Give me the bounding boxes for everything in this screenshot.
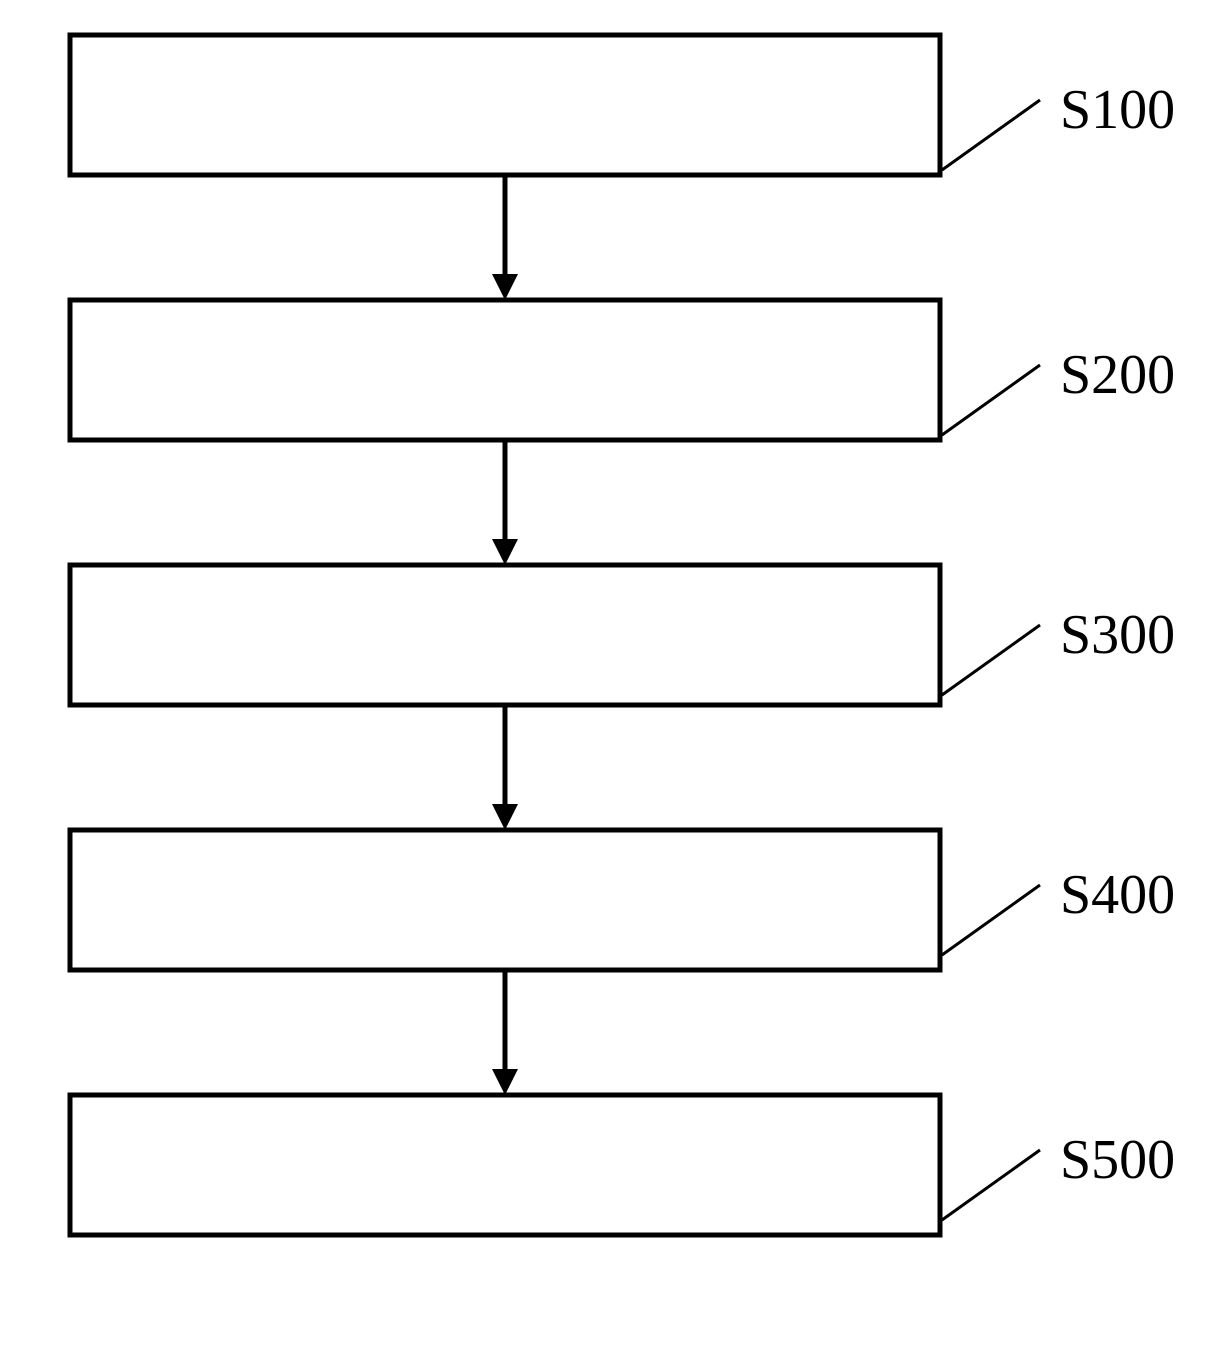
flow-arrow-head <box>492 539 518 565</box>
step-label: S300 <box>1060 604 1175 666</box>
flow-arrow-head <box>492 274 518 300</box>
flow-step-box <box>70 565 940 705</box>
flow-step-box <box>70 35 940 175</box>
flow-arrow-head <box>492 804 518 830</box>
step-label: S500 <box>1060 1129 1175 1191</box>
label-leader-line <box>942 100 1040 170</box>
step-label: S400 <box>1060 864 1175 926</box>
flow-step-box <box>70 830 940 970</box>
flow-arrow-head <box>492 1069 518 1095</box>
label-leader-line <box>942 1150 1040 1220</box>
flowchart-diagram: S100 S200 S300 S400 S500 <box>0 0 1231 1352</box>
label-leader-line <box>942 625 1040 695</box>
step-label: S200 <box>1060 344 1175 406</box>
label-leader-line <box>942 365 1040 435</box>
flow-step-box <box>70 300 940 440</box>
flow-step-box <box>70 1095 940 1235</box>
label-leader-line <box>942 885 1040 955</box>
step-label: S100 <box>1060 79 1175 141</box>
